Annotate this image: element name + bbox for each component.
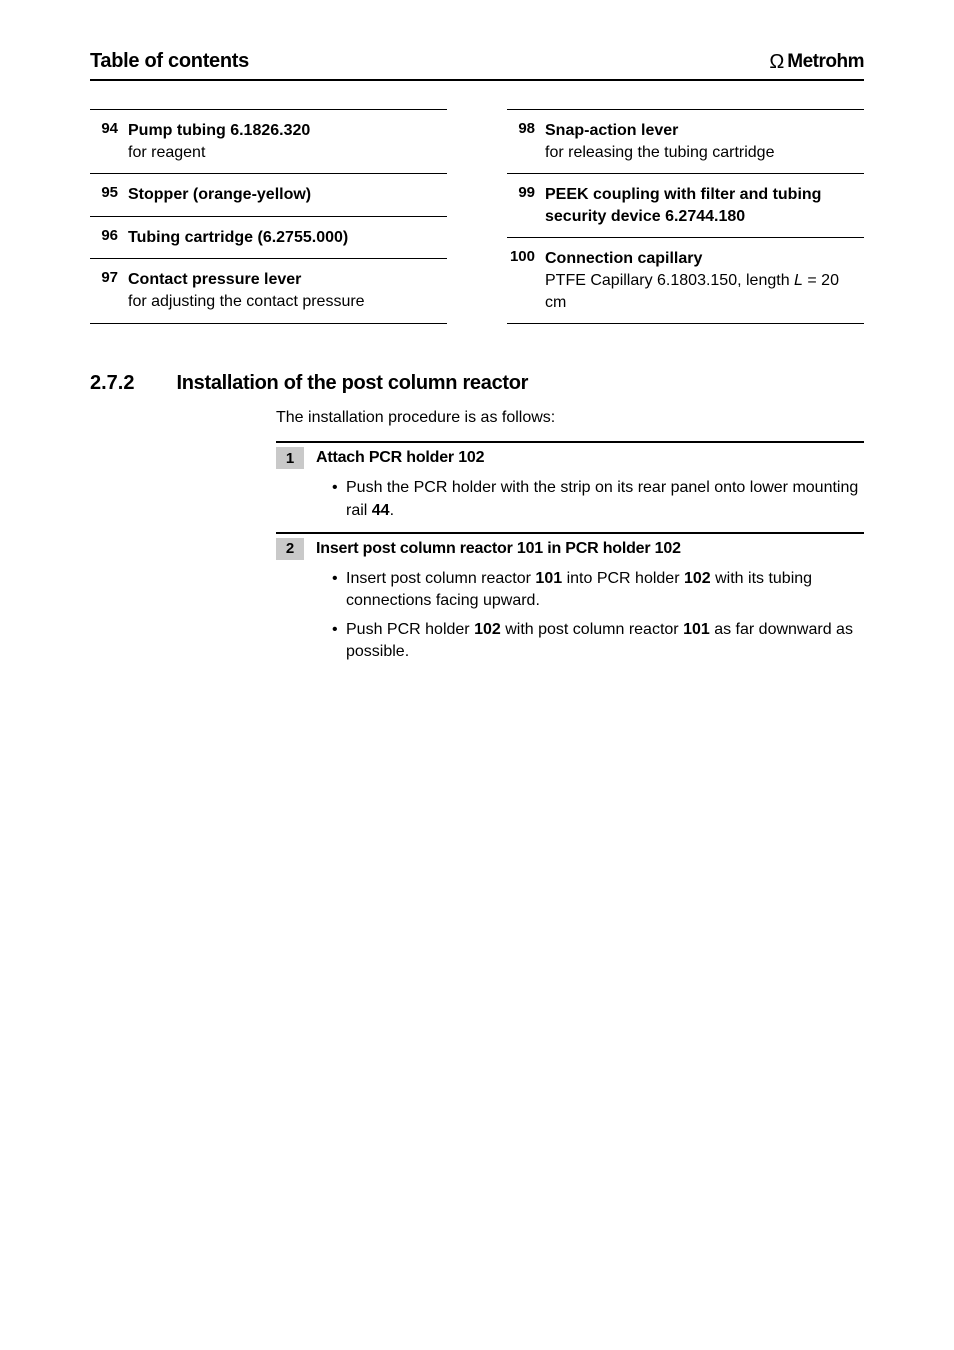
toc-entry-title: Snap-action lever [545,120,864,142]
toc-left-column: 94Pump tubing 6.1826.320for reagent95Sto… [90,109,447,324]
part-reference: 102 [458,449,484,466]
toc-columns: 94Pump tubing 6.1826.320for reagent95Sto… [90,109,864,324]
section-number: 2.7.2 [90,372,134,395]
toc-entry-title: Connection capillary [545,248,864,270]
step-list: Push the PCR holder with the strip on it… [276,477,864,522]
step-head: 1 Attach PCR holder 102 [276,443,864,473]
part-reference: 101 [517,540,543,557]
toc-entry-desc: for releasing the tubing cartridge [545,142,864,164]
step-list: Insert post column reactor 101 into PCR … [276,568,864,664]
part-reference: 102 [655,540,681,557]
toc-entry-number: 97 [90,269,128,312]
toc-entry-body: Connection capillaryPTFE Capillary 6.180… [545,248,864,313]
step-list-item: Insert post column reactor 101 into PCR … [332,568,864,613]
toc-entry-body: Pump tubing 6.1826.320for reagent [128,120,447,163]
toc-entry-number: 100 [507,248,545,313]
toc-entry-body: Tubing cartridge (6.2755.000) [128,227,447,249]
toc-entry-title: Tubing cartridge (6.2755.000) [128,227,447,249]
toc-entry-desc: PTFE Capillary 6.1803.150, length L = 20… [545,270,864,313]
toc-entry: 97Contact pressure leverfor adjusting th… [90,258,447,323]
step-number-chip: 1 [276,447,304,469]
toc-entry-title: Contact pressure lever [128,269,447,291]
variable-italic: L [794,272,803,289]
brand-omega-icon: Ω [769,52,784,72]
toc-entry: 96Tubing cartridge (6.2755.000) [90,216,447,259]
step-block: 2 Insert post column reactor 101 in PCR h… [276,532,864,664]
toc-entry-body: PEEK coupling with filter and tubing sec… [545,184,864,227]
step-number-chip: 2 [276,538,304,560]
toc-entry-body: Snap-action leverfor releasing the tubin… [545,120,864,163]
toc-entry-title: Pump tubing 6.1826.320 [128,120,447,142]
part-reference: 102 [684,570,711,587]
toc-entry-body: Stopper (orange-yellow) [128,184,447,206]
brand-text: Metrohm [787,51,864,73]
page-header: Table of contents Ω Metrohm [90,50,864,81]
toc-entry-title: Stopper (orange-yellow) [128,184,447,206]
toc-entry-number: 98 [507,120,545,163]
toc-entry-desc: for reagent [128,142,447,164]
step-head: 2 Insert post column reactor 101 in PCR h… [276,534,864,564]
steps-container: 1 Attach PCR holder 102 Push the PCR holde… [90,441,864,663]
part-reference: 101 [683,621,710,638]
step-block: 1 Attach PCR holder 102 Push the PCR holde… [276,441,864,522]
toc-entry-number: 96 [90,227,128,249]
toc-entry-number: 99 [507,184,545,227]
toc-right-column: 98Snap-action leverfor releasing the tub… [507,109,864,324]
step-list-item: Push PCR holder 102 with post column rea… [332,619,864,664]
toc-entry-desc: for adjusting the contact pressure [128,291,447,313]
section-title: Installation of the post column reactor [176,372,528,395]
section-heading: 2.7.2 Installation of the post column re… [90,372,864,395]
toc-entry: 98Snap-action leverfor releasing the tub… [507,109,864,173]
section-intro: The installation procedure is as follows… [276,409,864,427]
step-title: Attach PCR holder 102 [316,447,484,469]
toc-entry: 95Stopper (orange-yellow) [90,173,447,216]
toc-entry-body: Contact pressure leverfor adjusting the … [128,269,447,312]
header-title: Table of contents [90,50,249,73]
toc-entry: 100Connection capillaryPTFE Capillary 6.… [507,237,864,324]
part-reference: 44 [372,502,390,519]
part-reference: 101 [535,570,562,587]
step-list-item: Push the PCR holder with the strip on it… [332,477,864,522]
toc-entry-number: 94 [90,120,128,163]
toc-entry-title: PEEK coupling with filter and tubing sec… [545,184,864,227]
toc-entry: 94Pump tubing 6.1826.320for reagent [90,109,447,173]
part-reference: 102 [474,621,501,638]
toc-entry-number: 95 [90,184,128,206]
step-title: Insert post column reactor 101 in PCR ho… [316,538,681,560]
brand-logo: Ω Metrohm [769,51,864,73]
toc-entry: 99PEEK coupling with filter and tubing s… [507,173,864,237]
